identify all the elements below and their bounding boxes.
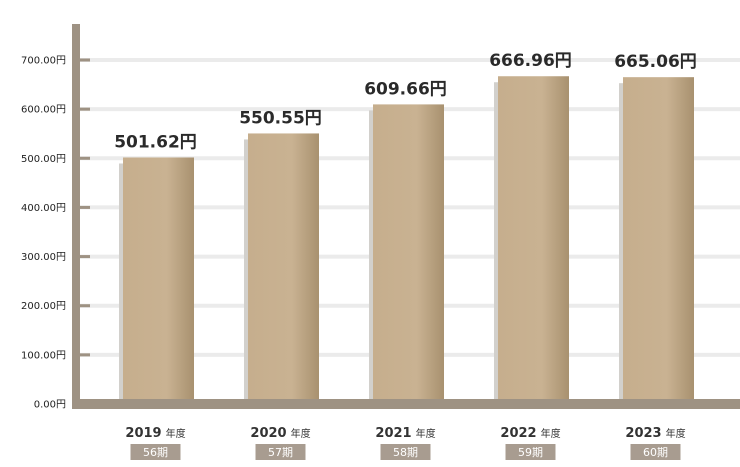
axes	[72, 24, 740, 409]
bar-2019	[123, 157, 194, 399]
x-axis-baseline	[72, 399, 740, 409]
x-tick-year: 2021	[375, 426, 411, 441]
x-tick-suffix: 年度	[666, 427, 686, 440]
period-badge	[255, 444, 306, 460]
x-tick-label: 2019 年度	[125, 426, 185, 441]
period-label: 59期	[518, 446, 543, 459]
period-badge	[130, 444, 181, 460]
x-tick-label: 2022 年度	[500, 426, 560, 441]
data-label: 550.55円	[239, 108, 322, 128]
x-tick-suffix: 年度	[416, 427, 436, 440]
bar-2020	[248, 133, 319, 399]
x-tick-year: 2019	[125, 426, 161, 441]
period-label: 60期	[643, 446, 668, 459]
bar-2021	[373, 104, 444, 399]
data-label: 665.06円	[614, 52, 697, 72]
period-badge	[630, 444, 681, 460]
y-tick-label: 400.00円	[21, 203, 66, 214]
y-tick-label: 600.00円	[21, 105, 66, 116]
x-tick-suffix: 年度	[166, 427, 186, 440]
bar-2023	[623, 77, 694, 399]
period-badge	[380, 444, 431, 460]
data-label: 501.62円	[114, 132, 197, 152]
x-tick-label: 2020 年度	[250, 426, 310, 441]
y-tick-label: 100.00円	[21, 350, 66, 361]
x-tick-label: 2021 年度	[375, 426, 435, 441]
x-tick-suffix: 年度	[541, 427, 561, 440]
y-tick-label: 200.00円	[21, 301, 66, 312]
y-tick-label: 0.00円	[34, 400, 66, 411]
x-tick-year: 2023	[625, 426, 661, 441]
data-label: 609.66円	[364, 79, 447, 99]
period-label: 56期	[143, 446, 168, 459]
period-label: 58期	[393, 446, 418, 459]
period-badge	[505, 444, 556, 460]
x-tick-label: 2023 年度	[625, 426, 685, 441]
y-tick-label: 500.00円	[21, 154, 66, 165]
x-axis-labels: 2019 年度 56期 2020 年度 57期 2021 年度 58期 2022 年度 59期 2023…	[125, 426, 686, 460]
data-labels: 501.62円 550.55円 609.66円 666.96円 665.06円	[114, 51, 697, 152]
y-tick-label: 700.00円	[21, 56, 66, 67]
bar-2022	[498, 76, 569, 399]
y-tick-label: 300.00円	[21, 252, 66, 263]
y-axis-ticks: 0.00円 100.00円 200.00円 300.00円 400.00円 500.00円…	[21, 56, 66, 411]
x-tick-year: 2022	[500, 426, 536, 441]
data-label: 666.96円	[489, 51, 572, 71]
y-axis-line	[72, 24, 80, 409]
bars	[119, 76, 694, 399]
period-label: 57期	[268, 446, 293, 459]
x-tick-suffix: 年度	[291, 427, 311, 440]
x-tick-year: 2020	[250, 426, 286, 441]
